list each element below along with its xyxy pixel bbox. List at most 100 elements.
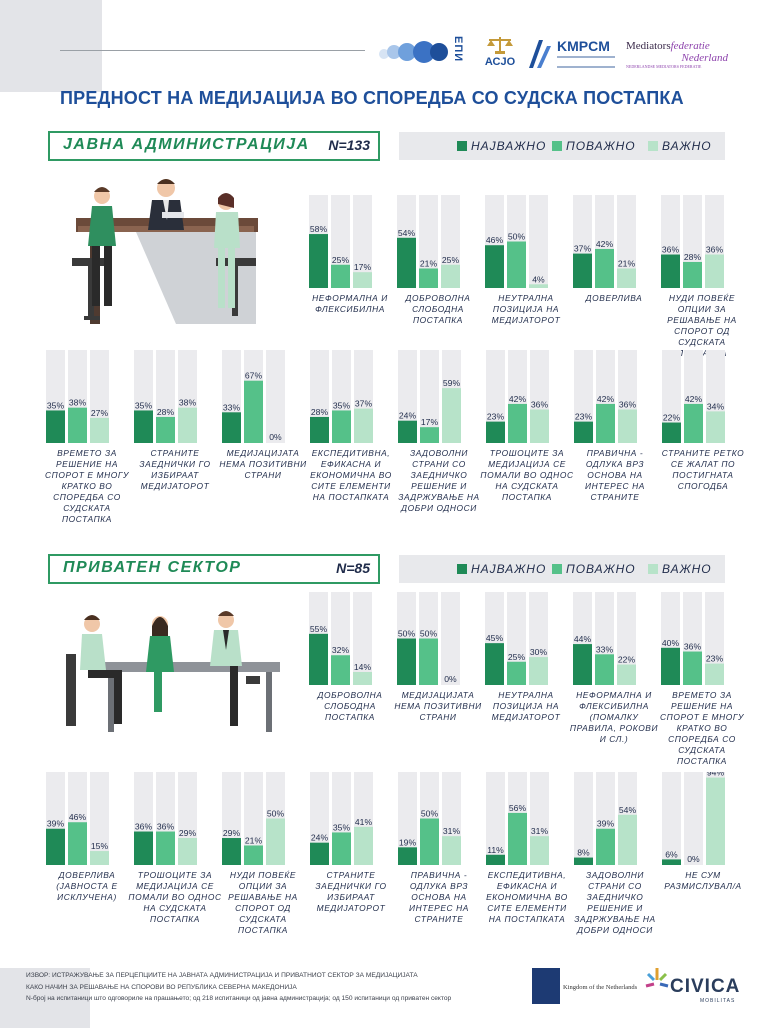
bar-group-plot: 58% 25% 17% [309, 195, 372, 288]
data-label: 28% [684, 252, 702, 262]
data-label: 29% [179, 828, 197, 838]
data-label: 37% [574, 244, 592, 254]
bar-group-label: НУДИ ПОВЕЌЕ ОПЦИИ ЗА РЕШАВАЊЕ НА СПОРОТ … [228, 870, 298, 935]
kmpcm-mark-icon [529, 40, 551, 68]
data-label: 44% [574, 634, 592, 644]
bar [684, 403, 703, 443]
bar-track [574, 772, 593, 865]
bar-group-plot: 23% 42% 36% [486, 350, 549, 443]
acjo-logo: АСЈО [478, 36, 522, 72]
bar-group-label: ДОБРОВОЛНА СЛОБОДНА ПОСТАПКА [405, 293, 471, 325]
bar [266, 818, 285, 865]
bar [398, 420, 417, 443]
bar [683, 651, 702, 685]
data-label: 24% [311, 833, 329, 843]
bar [662, 422, 681, 443]
netherlands-logo: Kingdom of the Netherlands [527, 962, 657, 1012]
civica-logo-text: CIVICA [670, 976, 741, 997]
bar-group-label: НЕФОРМАЛНА И ФЛЕКСИБИЛНА (ПОМАЛКУ ПРАВИЛ… [569, 690, 659, 744]
data-label: 36% [531, 400, 549, 410]
bar-group-label: МЕДИЈАЦИЈАТА НЕМА ПОЗИТИВНИ СТРАНИ [394, 690, 482, 722]
bar [420, 427, 439, 443]
bar-group-plot: 39% 46% 15% [46, 772, 109, 865]
bar-track [398, 772, 417, 865]
bar-track [574, 350, 593, 443]
section-header-public: ЈАВНА АДМИНИСТРАЦИЈА N=133 [48, 131, 380, 161]
legend-label: ПОВАЖНО [566, 562, 636, 576]
bar [530, 409, 549, 443]
data-label: 35% [47, 400, 65, 410]
bar [222, 412, 241, 443]
bar [661, 254, 680, 288]
bar-group-label: ЗАДОВОЛНИ СТРАНИ СО ЗАЕДНИЧКО РЕШЕНИЕ И … [398, 448, 480, 513]
bar-track [486, 772, 505, 865]
bar [398, 847, 417, 865]
bar [486, 421, 505, 443]
data-label: 23% [706, 654, 724, 664]
bar-track [662, 772, 681, 865]
bar-track [90, 772, 109, 865]
bar [419, 638, 438, 685]
bar [618, 409, 637, 443]
bar [573, 253, 592, 288]
bar-group-plot: 46% 50% 4% [485, 195, 548, 288]
bar-group: 37% 42% 21% ДОВЕРЛИВА [573, 195, 655, 370]
bar-group-plot: 35% 38% 27% [46, 350, 109, 443]
bar [442, 836, 461, 865]
bar-group-label: НЕУТРАЛНА ПОЗИЦИЈА НА МЕДИЈАТОРОТ [491, 293, 561, 325]
bar-group: 29% 21% 50% НУДИ ПОВЕЌЕ ОПЦИИ ЗА РЕШАВАЊЕ Н… [222, 772, 304, 947]
bar-track [684, 772, 703, 865]
bar [419, 268, 438, 288]
bar-group: 23% 42% 36% ПРАВИЧНА - ОДЛУКА ВРЗ ОСНОВА НА… [574, 350, 656, 525]
bar [617, 664, 636, 685]
bar-group-plot: 19% 50% 31% [398, 772, 461, 865]
bar-group: 36% 36% 29% ТРОШОЦИТЕ ЗА МЕДИЈАЦИЈА СЕ ПОМА… [128, 772, 221, 947]
bar [596, 828, 615, 865]
netherlands-crest-icon [532, 968, 560, 1004]
bar [331, 264, 350, 288]
bar-group-plot: 45% 25% 30% [485, 592, 548, 685]
data-label: 0% [687, 854, 700, 864]
bar [354, 408, 373, 443]
mfn-tagline: NEDERLANDSE MEDIATORS FEDERATIE [626, 64, 702, 69]
data-label: 45% [486, 633, 504, 643]
mfn-word-1: Mediators [626, 40, 671, 52]
bar-track [486, 350, 505, 443]
bar [178, 407, 197, 443]
data-label: 54% [398, 228, 416, 238]
bar [530, 836, 549, 865]
bar-group-plot: 29% 21% 50% [222, 772, 285, 865]
bar-group-label: ПРАВИЧНА - ОДЛУКА ВРЗ ОСНОВА НА ИНТЕРЕС … [585, 448, 645, 502]
bar [508, 403, 527, 443]
data-label: 14% [354, 662, 372, 672]
data-label: 46% [486, 235, 504, 245]
sparkle-icon [645, 968, 669, 988]
legend-swatch [648, 141, 658, 151]
bar [156, 416, 175, 443]
bar [222, 838, 241, 865]
business-meeting-illustration [66, 611, 280, 732]
bar [529, 284, 548, 288]
legend-label: ПОВАЖНО [566, 139, 636, 153]
mfn-word-2: federatie [670, 40, 710, 52]
data-label: 32% [332, 645, 350, 655]
bar [134, 831, 153, 865]
data-label: 50% [267, 809, 285, 819]
data-label: 33% [596, 644, 614, 654]
data-label: 21% [618, 258, 636, 268]
data-label: 31% [443, 826, 461, 836]
bar-group-label: ПРАВИЧНА - ОДЛУКА ВРЗ ОСНОВА НА ИНТЕРЕС … [409, 870, 469, 924]
data-label: 54% [619, 805, 637, 815]
bar-group-label: ВРЕМЕТО ЗА РЕШЕНИЕ НА СПОРОТ Е МНОГУ КРА… [45, 448, 129, 524]
section-title: ПРИВАТЕН СЕКТОР [63, 559, 242, 576]
data-label: 35% [333, 400, 351, 410]
bar-group: 24% 17% 59% ЗАДОВОЛНИ СТРАНИ СО ЗАЕДНИЧКО Р… [398, 350, 480, 525]
bar [68, 822, 87, 865]
bar-group: 46% 50% 4% НЕУТРАЛНА ПОЗИЦИЈА НА МЕДИЈАТОРО… [485, 195, 567, 370]
bar-group: 19% 50% 31% ПРАВИЧНА - ОДЛУКА ВРЗ ОСНОВА НА… [398, 772, 480, 947]
bar [332, 832, 351, 865]
bar-track [705, 592, 724, 685]
bar-group-plot: 36% 36% 29% [134, 772, 197, 865]
bar-group-plot: 33% 67% 0% [222, 350, 285, 443]
bar [353, 671, 372, 685]
